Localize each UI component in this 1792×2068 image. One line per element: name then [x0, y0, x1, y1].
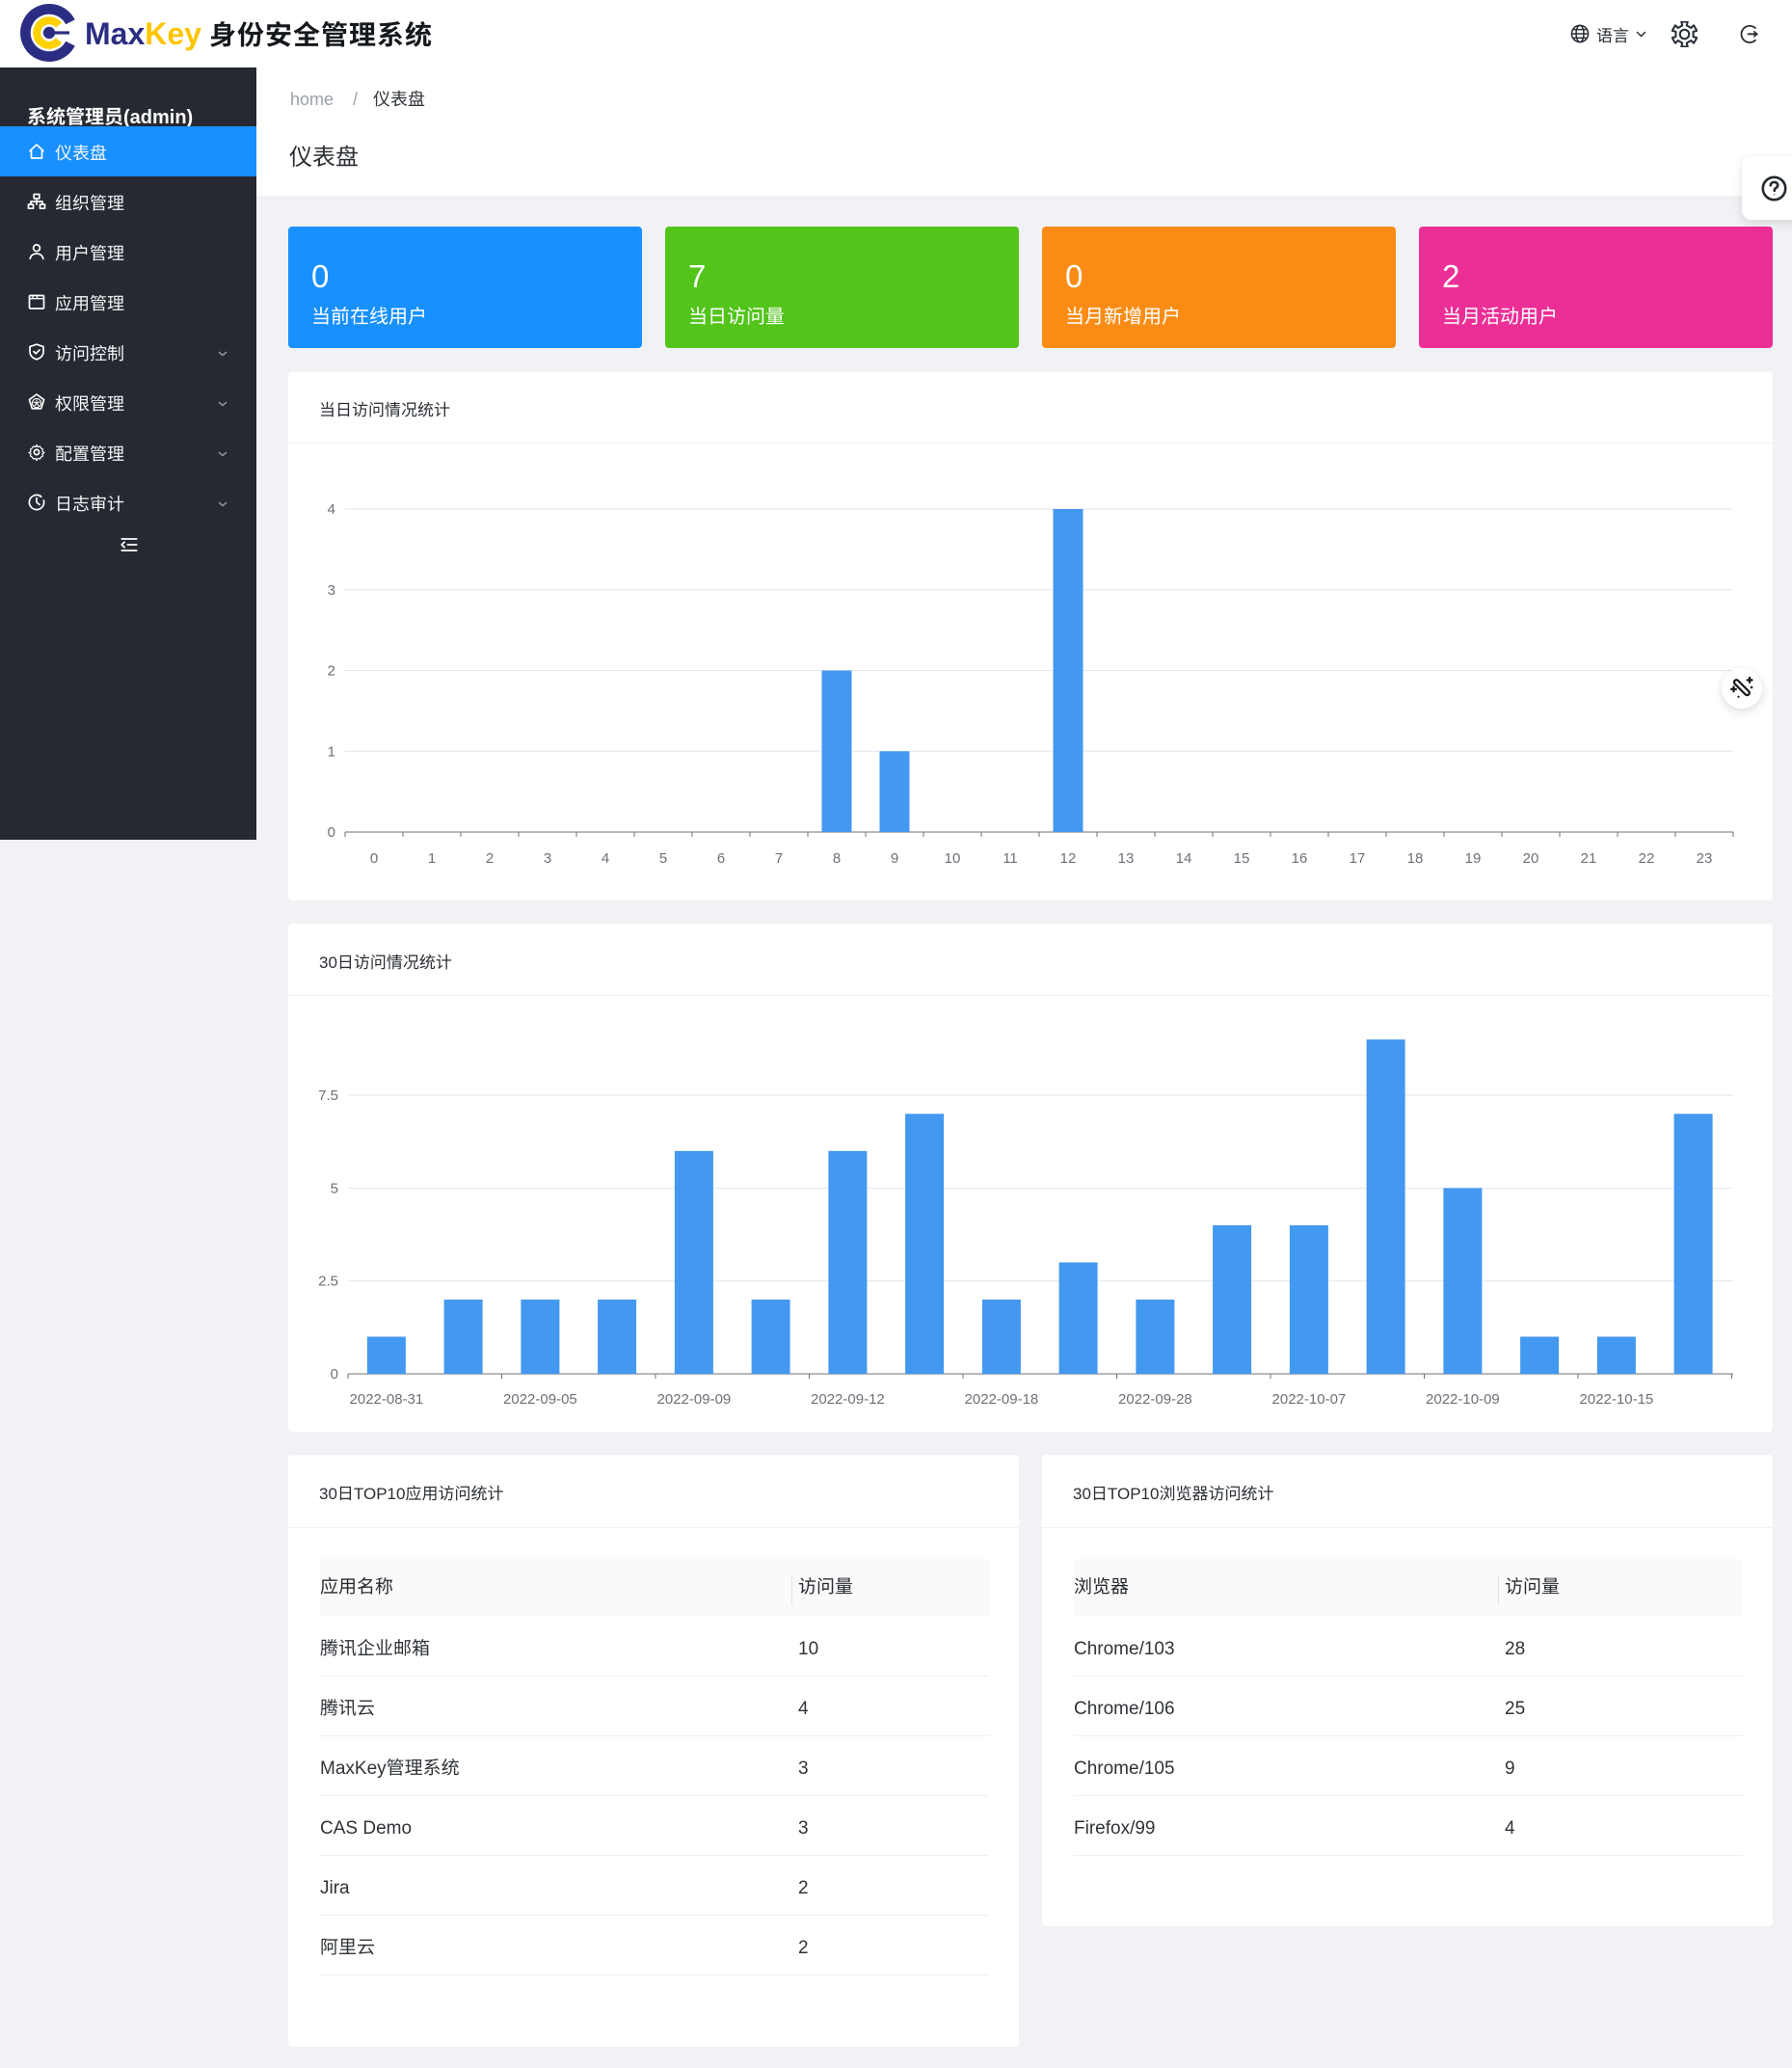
svg-text:3: 3	[328, 582, 335, 599]
svg-text:2022-09-12: 2022-09-12	[811, 1391, 885, 1408]
svg-text:2022-09-05: 2022-09-05	[503, 1391, 577, 1408]
svg-text:0: 0	[370, 850, 378, 867]
svg-text:5: 5	[331, 1180, 338, 1196]
svg-text:7: 7	[775, 850, 783, 867]
svg-text:5: 5	[659, 850, 667, 867]
svg-text:4: 4	[328, 501, 335, 518]
svg-text:0: 0	[328, 824, 335, 841]
svg-text:7.5: 7.5	[318, 1088, 338, 1104]
svg-text:0: 0	[331, 1366, 338, 1383]
svg-text:17: 17	[1350, 850, 1366, 867]
svg-text:23: 23	[1697, 850, 1713, 867]
svg-text:2: 2	[486, 850, 494, 867]
svg-text:21: 21	[1581, 850, 1597, 867]
svg-text:2022-09-28: 2022-09-28	[1118, 1391, 1192, 1408]
svg-text:20: 20	[1523, 850, 1539, 867]
svg-text:2: 2	[328, 663, 335, 680]
svg-text:16: 16	[1292, 850, 1308, 867]
svg-text:2022-09-18: 2022-09-18	[965, 1391, 1039, 1408]
svg-text:12: 12	[1060, 850, 1077, 867]
svg-text:10: 10	[945, 850, 961, 867]
svg-text:2022-08-31: 2022-08-31	[350, 1391, 424, 1408]
svg-text:11: 11	[1003, 850, 1018, 867]
svg-text:15: 15	[1234, 850, 1250, 867]
svg-text:9: 9	[891, 850, 898, 867]
svg-text:2022-10-07: 2022-10-07	[1272, 1391, 1347, 1408]
svg-text:1: 1	[328, 743, 335, 760]
svg-text:8: 8	[833, 850, 841, 867]
svg-text:4: 4	[602, 850, 609, 867]
svg-text:14: 14	[1176, 850, 1192, 867]
svg-text:2022-10-09: 2022-10-09	[1426, 1391, 1500, 1408]
svg-text:2022-09-09: 2022-09-09	[657, 1391, 732, 1408]
svg-text:3: 3	[544, 850, 551, 867]
svg-text:2022-10-15: 2022-10-15	[1580, 1391, 1654, 1408]
svg-text:22: 22	[1639, 850, 1655, 867]
svg-text:13: 13	[1118, 850, 1135, 867]
svg-text:19: 19	[1465, 850, 1482, 867]
svg-text:1: 1	[428, 850, 436, 867]
svg-text:2.5: 2.5	[318, 1274, 338, 1290]
svg-text:18: 18	[1407, 850, 1424, 867]
svg-text:6: 6	[717, 850, 725, 867]
